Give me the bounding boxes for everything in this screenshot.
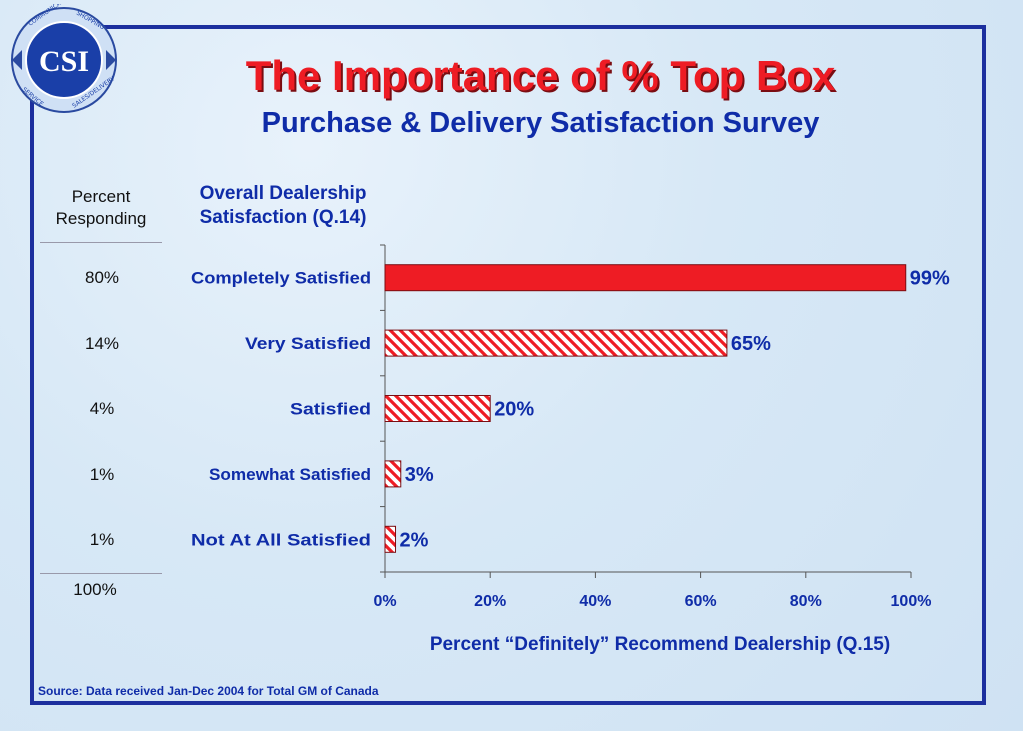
header-line-1: Percent — [71, 187, 131, 206]
y-category-label: Somewhat Satisfied — [209, 465, 371, 484]
data-label: 20% — [494, 399, 534, 421]
percent-responding-value: 14% — [84, 334, 120, 353]
y-category-label: Completely Satisfied — [191, 269, 371, 288]
x-axis-title: Percent “Definitely” Recommend Dealershi… — [429, 634, 891, 655]
source-note: Source: Data received Jan-Dec 2004 for T… — [38, 684, 379, 698]
percent-responding-header: Percent Responding — [40, 186, 162, 230]
bar — [384, 395, 491, 422]
page-subtitle: Purchase & Delivery Satisfaction Survey — [261, 107, 820, 139]
bar — [384, 264, 907, 292]
chart-category-title: Overall Dealership Satisfaction (Q.14) — [168, 182, 398, 230]
y-category-label: Satisfied — [290, 400, 371, 419]
percent-responding-value: 4% — [89, 399, 115, 418]
data-label: 2% — [400, 529, 429, 551]
y-category-label: Very Satisfied — [245, 334, 371, 353]
logo-center-text: CSI — [39, 45, 89, 78]
data-label: 3% — [405, 464, 434, 486]
chart-category-title-line-1: Overall Dealership — [199, 183, 367, 204]
x-tick-label: 0% — [373, 593, 396, 610]
slide-frame — [30, 25, 986, 705]
page-title: The Importance of % Top Box — [245, 52, 836, 99]
bar — [384, 525, 397, 553]
header-line-2: Responding — [55, 209, 147, 228]
left-divider-bottom — [40, 573, 162, 574]
data-label: 65% — [731, 333, 771, 355]
x-tick-label: 80% — [790, 593, 822, 610]
percent-responding-total: 100% — [73, 580, 117, 599]
x-tick-label: 40% — [579, 593, 611, 610]
left-divider-top — [40, 242, 162, 243]
chart-category-title-line-2: Satisfaction (Q.14) — [199, 207, 367, 228]
x-tick-label: 20% — [474, 593, 506, 610]
csi-logo: CSI COMMUNICATION SHOPPING SERVICE SALES… — [11, 4, 117, 113]
percent-responding-value: 1% — [89, 465, 115, 484]
bar — [384, 460, 402, 488]
x-tick-label: 60% — [685, 593, 717, 610]
percent-responding-value: 1% — [89, 530, 115, 549]
percent-responding-value: 80% — [84, 268, 120, 287]
data-label: 99% — [910, 268, 950, 290]
bar — [384, 329, 728, 357]
x-tick-label: 100% — [891, 593, 932, 610]
y-category-label: Not At All Satisfied — [191, 530, 371, 549]
